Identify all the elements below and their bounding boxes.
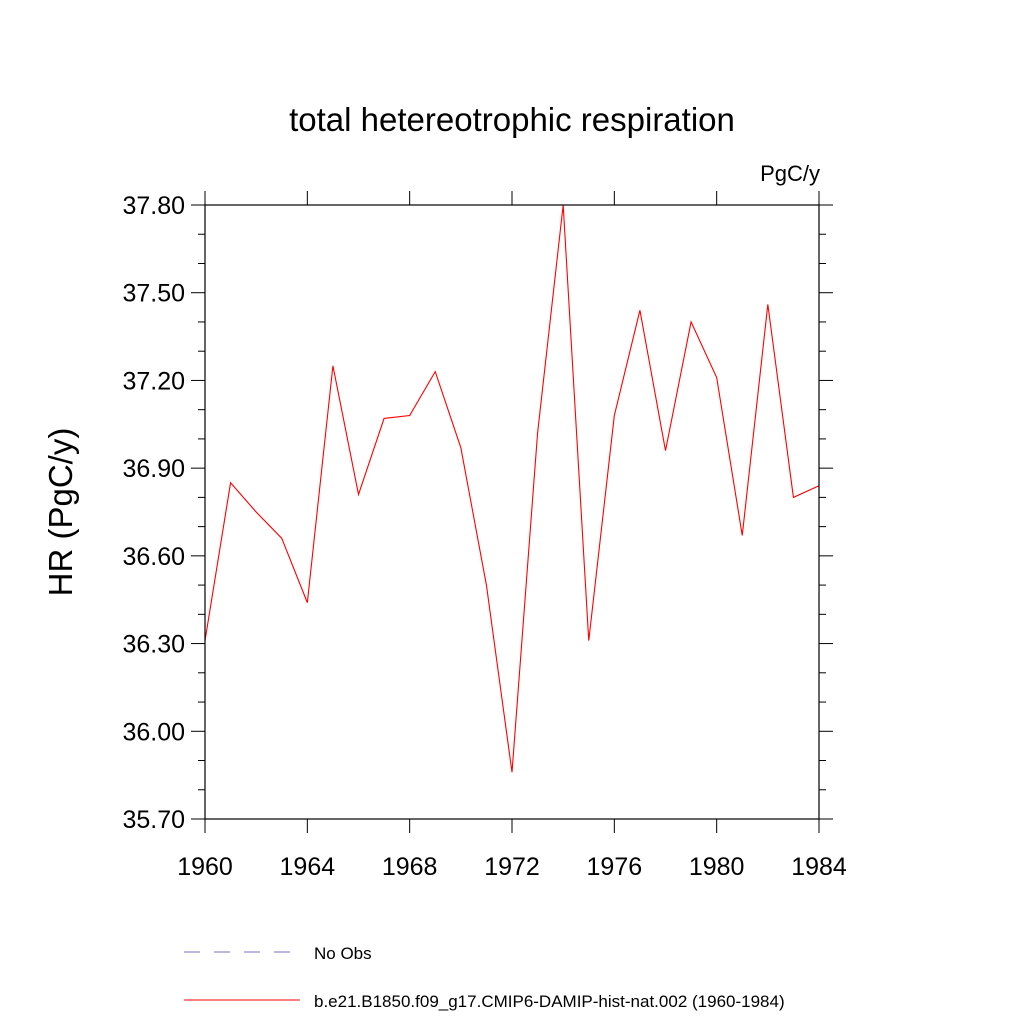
series-lines bbox=[204, 204, 820, 773]
legend: No Obs b.e21.B1850.f09_g17.CMIP6-DAMIP-hi… bbox=[184, 944, 785, 1011]
series-line bbox=[204, 204, 820, 773]
plot-frame bbox=[204, 204, 820, 820]
y-tick-label: 36.30 bbox=[122, 631, 185, 659]
units-label: PgC/y bbox=[760, 161, 820, 186]
legend-label: b.e21.B1850.f09_g17.CMIP6-DAMIP-hist-nat… bbox=[314, 992, 785, 1011]
y-tick-label: 37.20 bbox=[122, 367, 185, 395]
y-tick-label: 35.70 bbox=[122, 806, 185, 834]
x-tick-label: 1980 bbox=[689, 853, 745, 881]
x-tick-label: 1960 bbox=[177, 853, 233, 881]
y-tick-label: 37.50 bbox=[122, 280, 185, 308]
x-tick-label: 1976 bbox=[587, 853, 643, 881]
x-tick-label: 1984 bbox=[791, 853, 847, 881]
axis-ticks bbox=[191, 191, 833, 833]
x-tick-label: 1968 bbox=[382, 853, 438, 881]
y-tick-labels: 35.70 36.00 36.30 36.60 36.90 37.20 37.50 37.80 bbox=[122, 192, 185, 834]
chart-title: total hetereotrophic respiration bbox=[289, 101, 735, 138]
y-tick-label: 36.00 bbox=[122, 718, 185, 746]
y-tick-label: 36.60 bbox=[122, 543, 185, 571]
x-tick-labels: 1960 1964 1968 1972 1976 1980 1984 bbox=[177, 853, 847, 881]
legend-label: No Obs bbox=[314, 944, 372, 963]
y-tick-label: 36.90 bbox=[122, 455, 185, 483]
x-tick-label: 1972 bbox=[484, 853, 540, 881]
y-tick-label: 37.80 bbox=[122, 192, 185, 220]
x-tick-label: 1964 bbox=[280, 853, 336, 881]
y-axis-label: HR (PgC/y) bbox=[42, 428, 79, 597]
